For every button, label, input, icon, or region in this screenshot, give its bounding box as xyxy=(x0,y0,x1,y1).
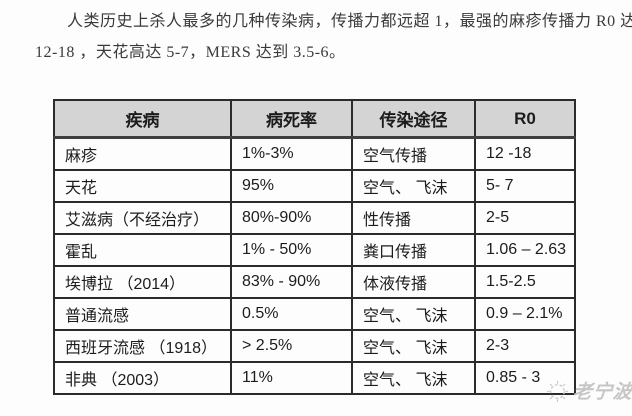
cell-disease: 普通流感 xyxy=(53,297,232,331)
table-header-row: 疾病 病死率 传染途径 R0 xyxy=(53,99,576,139)
column-header-disease: 疾病 xyxy=(53,99,232,139)
cell-r0: 2-5 xyxy=(474,201,576,235)
cell-route: 粪口传播 xyxy=(351,233,476,267)
cell-route: 性传播 xyxy=(351,201,476,235)
table-row-measles: 麻疹 1%-3% 空气传播 12 -18 xyxy=(53,136,576,171)
cell-route: 空气传播 xyxy=(351,136,476,171)
column-header-fatality: 病死率 xyxy=(230,99,353,139)
column-header-r0: R0 xyxy=(474,99,576,139)
table-row-cholera: 霍乱 1% - 50% 粪口传播 1.06 – 2.63 xyxy=(53,233,576,267)
cell-disease: 埃博拉 （2014） xyxy=(53,265,232,299)
cell-fatality: 1% - 50% xyxy=(230,233,353,267)
cell-fatality: 11% xyxy=(230,361,353,395)
table-row-ebola: 埃博拉 （2014） 83% - 90% 体液传播 1.5-2.5 xyxy=(53,265,576,299)
cell-r0: 0.85 - 3 xyxy=(474,361,576,395)
table-row-smallpox: 天花 95% 空气、 飞沫 5- 7 xyxy=(53,169,576,203)
watermark-text: 老宁波 xyxy=(571,382,632,403)
cell-disease: 天花 xyxy=(53,169,232,203)
disease-table: 疾病 病死率 传染途径 R0 麻疹 1%-3% 空气传播 12 -18 天花 9… xyxy=(53,99,576,395)
cell-disease: 麻疹 xyxy=(53,136,232,171)
cell-fatality: 0.5% xyxy=(230,297,353,331)
cell-disease: 非典 （2003） xyxy=(53,361,232,395)
cell-route: 空气、 飞沫 xyxy=(351,329,476,363)
cell-route: 空气、 飞沫 xyxy=(351,361,476,395)
cell-r0: 12 -18 xyxy=(474,136,576,171)
paragraph-line-1: 人类历史上杀人最多的几种传染病，传播力都远超 1，最强的麻疹传播力 R0 达到了 xyxy=(67,13,632,30)
table-row-sars: 非典 （2003） 11% 空气、 飞沫 0.85 - 3 xyxy=(53,361,576,395)
intro-paragraph: 人类历史上杀人最多的几种传染病，传播力都远超 1，最强的麻疹传播力 R0 达到了… xyxy=(35,6,632,68)
cell-disease: 艾滋病（不经治疗） xyxy=(53,201,232,235)
cell-fatality: > 2.5% xyxy=(230,329,353,363)
column-header-route: 传染途径 xyxy=(351,99,476,139)
cell-r0: 2-3 xyxy=(474,329,576,363)
cell-fatality: 83% - 90% xyxy=(230,265,353,299)
cell-r0: 0.9 – 2.1% xyxy=(474,297,576,331)
cell-fatality: 1%-3% xyxy=(230,136,353,171)
cell-fatality: 80%-90% xyxy=(230,201,353,235)
cell-route: 空气、 飞沫 xyxy=(351,297,476,331)
cell-route: 空气、 飞沫 xyxy=(351,169,476,203)
cell-fatality: 95% xyxy=(230,169,353,203)
cell-r0: 1.5-2.5 xyxy=(474,265,576,299)
cell-disease: 西班牙流感 （1918） xyxy=(53,329,232,363)
cell-route: 体液传播 xyxy=(351,265,476,299)
cell-r0: 5- 7 xyxy=(474,169,576,203)
cell-r0: 1.06 – 2.63 xyxy=(474,233,576,267)
paragraph-line-2: 12-18 ，天花高达 5-7，MERS 达到 3.5-6。 xyxy=(35,44,346,61)
table-row-spanish-flu: 西班牙流感 （1918） > 2.5% 空气、 飞沫 2-3 xyxy=(53,329,576,363)
cell-disease: 霍乱 xyxy=(53,233,232,267)
table-row-common-flu: 普通流感 0.5% 空气、 飞沫 0.9 – 2.1% xyxy=(53,297,576,331)
table-row-aids: 艾滋病（不经治疗） 80%-90% 性传播 2-5 xyxy=(53,201,576,235)
